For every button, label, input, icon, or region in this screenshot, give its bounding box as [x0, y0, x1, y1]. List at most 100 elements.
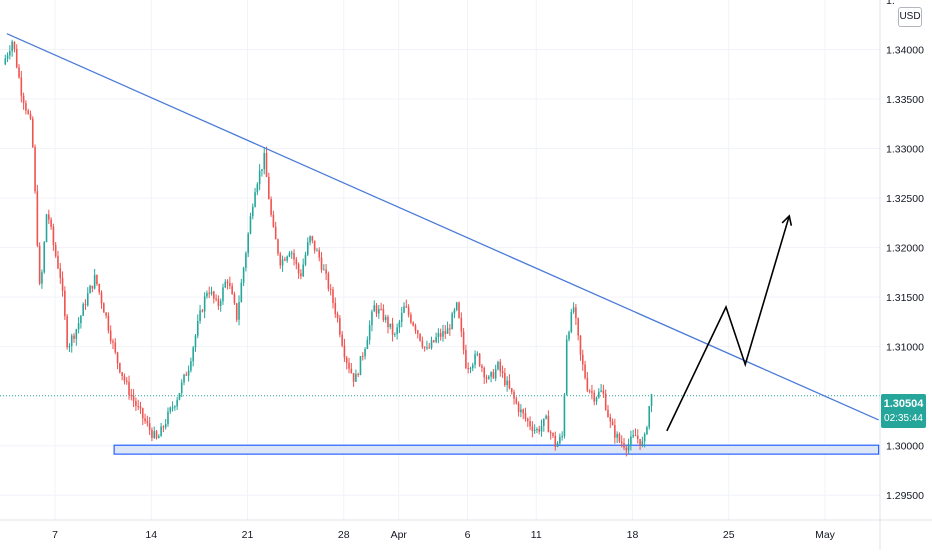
candles	[4, 39, 653, 457]
candle-down	[235, 302, 238, 323]
candle-up	[540, 419, 543, 437]
candle-body	[467, 368, 469, 370]
candle-down	[329, 283, 332, 296]
candle-body	[206, 292, 208, 297]
candle-down	[318, 247, 321, 262]
projection-arrowhead	[781, 214, 793, 226]
candle-up	[520, 404, 522, 418]
candle-up	[426, 340, 428, 351]
candle-body	[6, 55, 9, 59]
candle-up	[565, 335, 568, 396]
x-tick-label: 6	[465, 529, 471, 541]
candle-body	[18, 67, 20, 78]
candle-up	[196, 314, 199, 339]
candle-body	[643, 434, 646, 442]
candle-body	[199, 310, 201, 321]
candle-down	[162, 425, 165, 433]
candle-body	[288, 253, 291, 257]
candle-up	[174, 405, 176, 411]
candle-body	[251, 206, 254, 217]
candle-down	[130, 388, 133, 401]
candle-body	[217, 299, 220, 307]
candle-down	[584, 360, 586, 380]
candle-down	[522, 408, 524, 420]
y-tick-label: 1.32500	[886, 193, 924, 205]
x-tick-label: 21	[242, 529, 254, 541]
grid	[0, 0, 880, 520]
candle-down	[504, 367, 506, 387]
currency-button[interactable]: USD	[898, 7, 922, 27]
candle-body	[59, 268, 62, 278]
candle-body	[485, 377, 488, 379]
candle-body	[540, 425, 543, 432]
candle-body	[268, 176, 270, 200]
candle-body	[536, 429, 538, 431]
candle-body	[453, 309, 456, 314]
candle-up	[77, 317, 80, 334]
candle-down	[313, 240, 316, 254]
candle-body	[160, 426, 162, 437]
candle-up	[650, 393, 653, 413]
candle-body	[11, 41, 13, 52]
candle-body	[421, 340, 424, 347]
candle-body	[341, 334, 343, 346]
candle-down	[31, 116, 34, 149]
candle-body	[235, 303, 238, 320]
candle-body	[98, 284, 101, 293]
candle-body	[89, 285, 91, 294]
candle-down	[611, 418, 614, 426]
candle-down	[59, 263, 62, 284]
candle-down	[485, 374, 488, 384]
candle-down	[105, 312, 107, 319]
candle-up	[75, 328, 78, 346]
candle-body	[231, 285, 233, 295]
candle-body	[332, 289, 334, 304]
candle-body	[15, 48, 18, 68]
projection-arrow[interactable]	[666, 214, 793, 432]
candle-down	[391, 317, 394, 342]
candle-body	[242, 267, 245, 283]
candle-body	[435, 337, 437, 342]
candle-body	[38, 245, 41, 284]
candle-up	[536, 427, 538, 434]
candle-body	[290, 252, 293, 254]
candle-body	[318, 250, 321, 258]
candle-up	[378, 304, 380, 319]
candle-body	[123, 376, 126, 381]
candle-up	[595, 396, 598, 405]
candle-body	[400, 312, 403, 322]
candle-body	[148, 423, 151, 431]
candle-body	[384, 317, 387, 321]
candle-body	[73, 335, 75, 339]
candle-down	[591, 384, 593, 400]
candle-body	[357, 374, 359, 376]
candle-body	[533, 430, 536, 432]
candle-body	[634, 435, 637, 437]
candle-down	[185, 371, 188, 376]
candle-down	[123, 373, 126, 385]
candle-body	[84, 304, 87, 306]
candle-body	[36, 191, 39, 246]
candle-down	[581, 349, 584, 371]
candle-down	[54, 241, 57, 258]
candle-up	[643, 432, 646, 448]
candle-body	[247, 233, 249, 254]
candle-up	[171, 401, 174, 412]
candle-body	[348, 362, 350, 369]
candle-body	[559, 436, 561, 444]
y-tick-label: 1.32000	[886, 243, 924, 255]
candle-down	[478, 352, 481, 368]
candle-body	[114, 342, 117, 353]
candle-down	[458, 301, 460, 319]
candle-down	[375, 302, 378, 317]
candle-body	[155, 431, 158, 439]
candle-body	[646, 427, 648, 435]
candle-body	[549, 432, 552, 434]
candle-down	[428, 342, 431, 349]
candle-down	[575, 303, 577, 326]
support-zone[interactable]	[113, 444, 880, 455]
resistance-trendline[interactable]	[6, 33, 879, 421]
candle-body	[125, 380, 128, 382]
